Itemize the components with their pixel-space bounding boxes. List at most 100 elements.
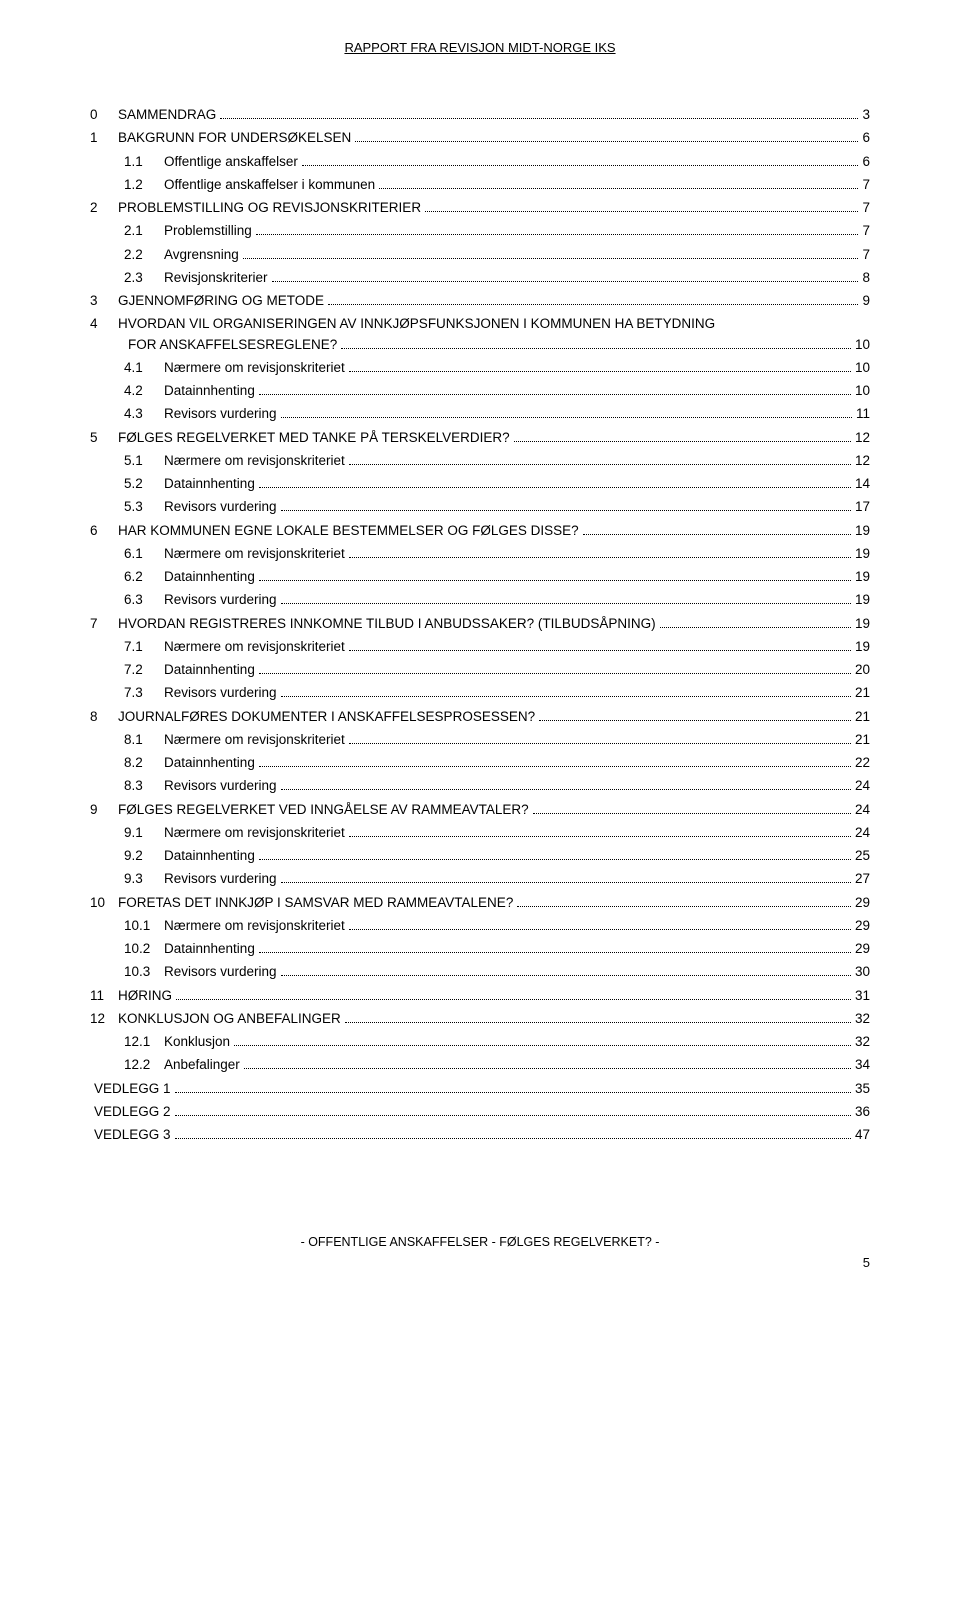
toc-page: 27	[855, 869, 870, 889]
toc-leader	[281, 417, 852, 418]
toc-page: 19	[855, 614, 870, 634]
toc-entry: 8.2Datainnhenting22	[90, 753, 870, 773]
toc-leader	[259, 394, 851, 395]
toc-entry: VEDLEGG 236	[90, 1102, 870, 1122]
footer: - OFFENTLIGE ANSKAFFELSER - FØLGES REGEL…	[90, 1235, 870, 1249]
toc-entry: 7HVORDAN REGISTRERES INNKOMNE TILBUD I A…	[90, 614, 870, 634]
toc-leader	[281, 789, 851, 790]
toc-num: 9.1	[124, 823, 160, 843]
toc-leader	[379, 188, 858, 189]
toc-entry: 5.3Revisors vurdering17	[90, 497, 870, 517]
toc-page: 29	[855, 893, 870, 913]
toc-leader	[176, 999, 851, 1000]
toc-leader	[281, 882, 851, 883]
toc-label: Datainnhenting	[160, 474, 255, 494]
toc-page: 25	[855, 846, 870, 866]
toc-label: GJENNOMFØRING OG METODE	[114, 291, 324, 311]
toc-label: Offentlige anskaffelser	[160, 152, 298, 172]
toc-label: Konklusjon	[160, 1032, 230, 1052]
toc-label: Nærmere om revisjonskriteriet	[160, 358, 345, 378]
toc-entry: 2.1Problemstilling7	[90, 221, 870, 241]
toc-page: 19	[855, 590, 870, 610]
toc-label: FOR ANSKAFFELSESREGLENE?	[124, 335, 337, 355]
toc-page: 19	[855, 637, 870, 657]
toc-label: Datainnhenting	[160, 939, 255, 959]
toc-num: 6.1	[124, 544, 160, 564]
toc-leader	[349, 929, 851, 930]
toc-page: 7	[862, 221, 870, 241]
toc-label: HAR KOMMUNEN EGNE LOKALE BESTEMMELSER OG…	[114, 521, 579, 541]
toc-leader	[259, 859, 851, 860]
toc-entry: 1BAKGRUNN FOR UNDERSØKELSEN6	[90, 128, 870, 148]
toc-leader	[517, 906, 851, 907]
toc-leader	[533, 813, 851, 814]
toc-entry: VEDLEGG 135	[90, 1079, 870, 1099]
toc-entry: 10.2Datainnhenting29	[90, 939, 870, 959]
toc-num: 7.3	[124, 683, 160, 703]
toc-entry: 2.2Avgrensning7	[90, 245, 870, 265]
toc-leader	[349, 836, 851, 837]
toc-page: 14	[855, 474, 870, 494]
toc-entry: 4.1Nærmere om revisjonskriteriet10	[90, 358, 870, 378]
toc-label: Avgrensning	[160, 245, 239, 265]
toc-leader	[349, 371, 851, 372]
toc-label: Nærmere om revisjonskriteriet	[160, 730, 345, 750]
toc-label: FØLGES REGELVERKET MED TANKE PÅ TERSKELV…	[114, 428, 510, 448]
toc-page: 8	[862, 268, 870, 288]
toc-label: Revisjonskriterier	[160, 268, 268, 288]
toc-num: 10	[90, 893, 114, 913]
toc-num: 4.2	[124, 381, 160, 401]
toc-page: 34	[855, 1055, 870, 1075]
toc-num: 9	[90, 800, 114, 820]
toc-entry: 2PROBLEMSTILLING OG REVISJONSKRITERIER7	[90, 198, 870, 218]
toc-entry: 10.3Revisors vurdering30	[90, 962, 870, 982]
toc-label: VEDLEGG 2	[90, 1102, 171, 1122]
toc-page: 11	[856, 404, 870, 424]
toc-label: HVORDAN VIL ORGANISERINGEN AV INNKJØPSFU…	[114, 314, 715, 334]
toc-leader	[259, 580, 851, 581]
toc-num: 1	[90, 128, 114, 148]
toc-page: 24	[855, 800, 870, 820]
toc-label: HVORDAN REGISTRERES INNKOMNE TILBUD I AN…	[114, 614, 656, 634]
toc-label: Datainnhenting	[160, 846, 255, 866]
toc-entry: 7.2Datainnhenting20	[90, 660, 870, 680]
toc-label: Revisors vurdering	[160, 404, 277, 424]
toc-label: Nærmere om revisjonskriteriet	[160, 823, 345, 843]
toc-entry: 10.1Nærmere om revisjonskriteriet29	[90, 916, 870, 936]
toc-page: 21	[855, 683, 870, 703]
toc-leader	[243, 258, 859, 259]
toc-page: 10	[855, 335, 870, 355]
toc-leader	[341, 348, 851, 349]
toc-leader	[514, 441, 851, 442]
toc-leader	[349, 557, 851, 558]
toc-num: 8	[90, 707, 114, 727]
toc-leader	[175, 1115, 851, 1116]
toc-page: 32	[855, 1009, 870, 1029]
toc-page: 24	[855, 776, 870, 796]
toc-page: 19	[855, 521, 870, 541]
toc-label: KONKLUSJON OG ANBEFALINGER	[114, 1009, 341, 1029]
toc-page: 19	[855, 567, 870, 587]
toc-label: VEDLEGG 1	[90, 1079, 171, 1099]
toc-leader	[425, 211, 858, 212]
toc-leader	[660, 627, 851, 628]
toc-page: 20	[855, 660, 870, 680]
toc-leader	[281, 696, 851, 697]
toc-num: 7.2	[124, 660, 160, 680]
page-number: 5	[90, 1255, 870, 1270]
toc-page: 21	[855, 707, 870, 727]
toc-num: 2.1	[124, 221, 160, 241]
toc-entry: 12KONKLUSJON OG ANBEFALINGER32	[90, 1009, 870, 1029]
toc-page: 24	[855, 823, 870, 843]
toc-num: 10.1	[124, 916, 160, 936]
toc-leader	[539, 720, 851, 721]
toc-label: Revisors vurdering	[160, 497, 277, 517]
toc-leader	[281, 603, 851, 604]
toc-label: Nærmere om revisjonskriteriet	[160, 637, 345, 657]
toc-entry: 8.1Nærmere om revisjonskriteriet21	[90, 730, 870, 750]
toc-label: Datainnhenting	[160, 567, 255, 587]
toc-label: Datainnhenting	[160, 381, 255, 401]
toc-entry: 4HVORDAN VIL ORGANISERINGEN AV INNKJØPSF…	[90, 314, 870, 355]
table-of-contents: 0SAMMENDRAG31BAKGRUNN FOR UNDERSØKELSEN6…	[90, 105, 870, 1145]
toc-num: 3	[90, 291, 114, 311]
